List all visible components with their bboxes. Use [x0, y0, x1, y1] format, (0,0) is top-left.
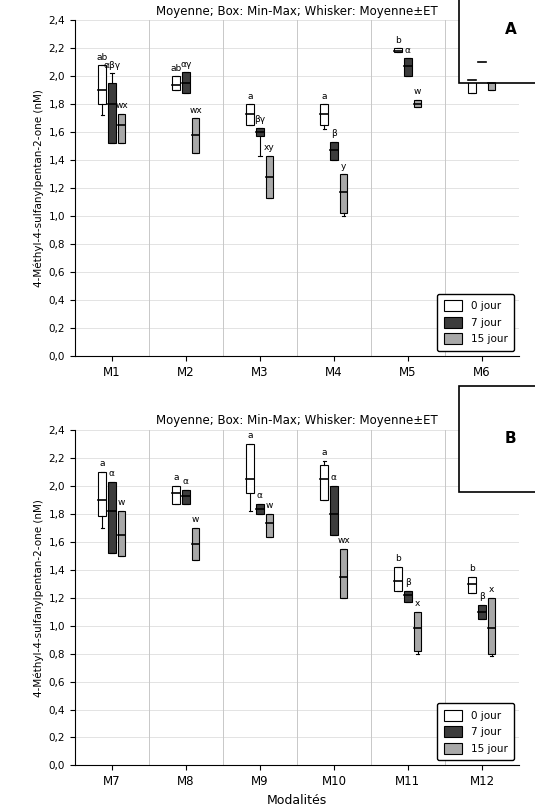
- Text: w: w: [414, 87, 421, 96]
- Text: ab: ab: [97, 53, 108, 62]
- Text: α: α: [109, 469, 115, 478]
- Bar: [266, 514, 273, 538]
- Text: B: B: [505, 432, 517, 446]
- Bar: [320, 104, 328, 126]
- Text: β: β: [479, 592, 485, 601]
- Text: x: x: [415, 599, 421, 608]
- Bar: [172, 486, 180, 504]
- Bar: [247, 104, 254, 126]
- Bar: [172, 76, 180, 90]
- Text: a: a: [322, 92, 327, 100]
- Bar: [478, 53, 486, 69]
- Text: β: β: [331, 130, 337, 139]
- Text: w: w: [266, 501, 273, 510]
- Bar: [256, 504, 264, 514]
- Bar: [394, 49, 402, 53]
- Bar: [488, 598, 495, 654]
- Legend: 0 jour, 7 jour, 15 jour: 0 jour, 7 jour, 15 jour: [437, 703, 514, 761]
- Bar: [320, 465, 328, 500]
- Bar: [469, 577, 476, 594]
- Text: a: a: [173, 473, 179, 482]
- Text: ab: ab: [171, 64, 182, 73]
- Bar: [182, 490, 190, 504]
- Text: α: α: [257, 492, 263, 501]
- Text: αγ: αγ: [180, 59, 192, 69]
- Text: w: w: [192, 515, 199, 524]
- Text: wx: wx: [189, 105, 202, 115]
- Text: y: y: [341, 162, 346, 171]
- Bar: [340, 174, 347, 213]
- Bar: [330, 142, 338, 160]
- Title: Moyenne; Box: Min-Max; Whisker: Moyenne±ET: Moyenne; Box: Min-Max; Whisker: Moyenne±…: [156, 5, 438, 18]
- Text: a: a: [248, 431, 253, 441]
- Bar: [340, 548, 347, 598]
- Text: α: α: [405, 45, 411, 54]
- Text: α: α: [331, 473, 337, 482]
- Bar: [394, 567, 402, 590]
- Bar: [478, 604, 486, 619]
- Bar: [118, 114, 125, 143]
- Bar: [469, 72, 476, 93]
- Y-axis label: 4-Méthyl-4-sulfanylpentan-2-one (nM): 4-Méthyl-4-sulfanylpentan-2-one (nM): [34, 499, 44, 697]
- Legend: 0 jour, 7 jour, 15 jour: 0 jour, 7 jour, 15 jour: [437, 294, 514, 351]
- Text: x: x: [489, 585, 494, 594]
- Bar: [247, 444, 254, 492]
- Bar: [404, 590, 412, 602]
- Bar: [98, 65, 106, 104]
- Bar: [118, 511, 125, 556]
- Y-axis label: 4-Méthyl-4-sulfanylpentan-2-one (nM): 4-Méthyl-4-sulfanylpentan-2-one (nM): [34, 89, 44, 287]
- Bar: [98, 471, 106, 517]
- Bar: [330, 486, 338, 535]
- X-axis label: Modalités: Modalités: [267, 794, 327, 807]
- Bar: [414, 612, 422, 650]
- Bar: [414, 100, 422, 107]
- Bar: [192, 527, 200, 560]
- Text: w: w: [118, 498, 125, 507]
- Text: βγ: βγ: [254, 116, 265, 125]
- Title: Moyenne; Box: Min-Max; Whisker: Moyenne±ET: Moyenne; Box: Min-Max; Whisker: Moyenne±…: [156, 414, 438, 427]
- Bar: [488, 79, 495, 90]
- Text: α: α: [479, 40, 485, 49]
- Text: w: w: [488, 66, 495, 75]
- Bar: [108, 481, 116, 553]
- Text: a: a: [100, 459, 105, 468]
- Text: b: b: [395, 554, 401, 563]
- Bar: [182, 72, 190, 93]
- Text: wx: wx: [337, 536, 350, 545]
- Text: ab: ab: [467, 59, 478, 69]
- Bar: [404, 58, 412, 76]
- Bar: [108, 83, 116, 143]
- Text: xy: xy: [264, 143, 275, 152]
- Text: αβγ: αβγ: [103, 61, 120, 70]
- Text: A: A: [505, 22, 517, 37]
- Text: α: α: [183, 477, 189, 487]
- Text: b: b: [395, 36, 401, 45]
- Bar: [192, 118, 200, 153]
- Text: wx: wx: [115, 101, 128, 110]
- Text: b: b: [469, 564, 475, 573]
- Text: β: β: [405, 578, 411, 587]
- Bar: [266, 156, 273, 198]
- Text: a: a: [322, 448, 327, 457]
- Text: a: a: [248, 92, 253, 100]
- Bar: [256, 128, 264, 136]
